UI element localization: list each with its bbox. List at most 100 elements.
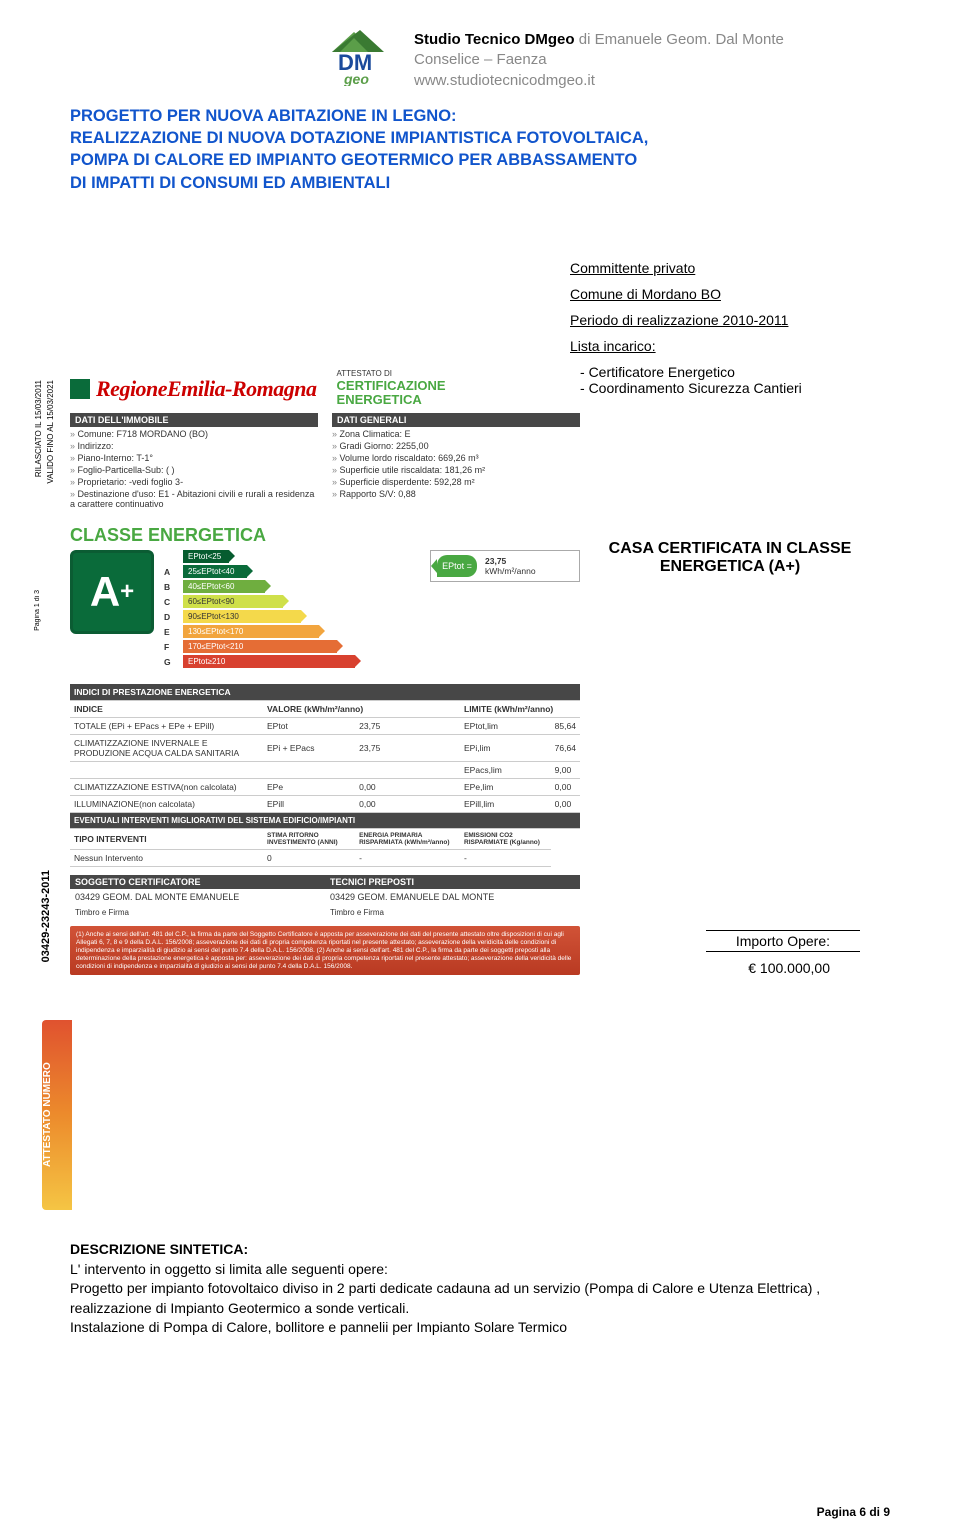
energy-class-row: D90≤EPtot<130 — [164, 610, 420, 623]
cell: 85,64 — [551, 718, 580, 735]
cell — [70, 762, 263, 779]
attestato-small: ATTESTATO DI — [337, 369, 392, 378]
tecnici-hdr: TECNICI PREPOSTI — [325, 875, 580, 889]
kv: Volume lordo riscaldato: 669,26 m³ — [332, 453, 580, 463]
side-valido: VALIDO FINO AL 15/03/2021 — [46, 380, 55, 484]
cell: 0 — [263, 850, 355, 867]
col: TIPO INTERVENTI — [70, 829, 263, 850]
class-arrows: EPtot<25 A 25≤EPtot<40 B 40≤EPtot<60 C 60≤EPto… — [164, 550, 420, 670]
kv: Superficie utile riscaldata: 181,26 m² — [332, 465, 580, 475]
cell: 0,00 — [355, 796, 460, 813]
col: EMISSIONI CO2 RISPARMIATE (Kg/anno) — [460, 829, 551, 850]
casa-certificata: CASA CERTIFICATA IN CLASSE ENERGETICA (A… — [580, 540, 880, 576]
energy-certificate: RILASCIATO IL 15/03/2011 VALIDO FINO AL … — [70, 370, 580, 975]
descr-line: Instalazione di Pompa di Calore, bollito… — [70, 1318, 890, 1338]
col: VALORE (kWh/m²/anno) — [263, 701, 460, 718]
cell: CLIMATIZZAZIONE ESTIVA(non calcolata) — [70, 779, 263, 796]
kv: Piano-Interno: T-1° — [70, 453, 318, 463]
energy-class-row: B 40≤EPtot<60 — [164, 580, 420, 593]
cell: EPi + EPacs — [263, 735, 355, 762]
title-line: DI IMPATTI DI CONSUMI ED AMBIENTALI — [70, 172, 890, 194]
cert-data-row: DATI DELL'IMMOBILE Comune: F718 MORDANO … — [70, 413, 580, 511]
kv: Superficie disperdente: 592,28 m² — [332, 477, 580, 487]
soggetto-hdr: SOGGETTO CERTIFICATORE — [70, 875, 325, 889]
dati-generali: DATI GENERALI Zona Climatica: E Gradi Gi… — [332, 413, 580, 511]
side-numero: 03429-23243-2011 — [40, 870, 52, 962]
kv: Rapporto S/V: 0,88 — [332, 489, 580, 499]
col: STIMA RITORNO INVESTIMENTO (ANNI) — [263, 829, 355, 850]
kv: Comune: F718 MORDANO (BO) — [70, 429, 318, 439]
cell: 0,00 — [551, 796, 580, 813]
cell: EPtot — [263, 718, 355, 735]
dati-immobile: DATI DELL'IMMOBILE Comune: F718 MORDANO … — [70, 413, 318, 511]
periodo: Periodo di realizzazione 2010-2011 — [570, 312, 880, 328]
soggetto-row: SOGGETTO CERTIFICATORE 03429 GEOM. DAL M… — [70, 875, 580, 920]
cell — [355, 762, 460, 779]
committente: Committente privato — [570, 260, 880, 276]
col: LIMITE (kWh/m²/anno) — [460, 701, 580, 718]
cell: TOTALE (EPi + EPacs + EPe + EPill) — [70, 718, 263, 735]
timbro: Timbro e Firma — [70, 905, 325, 920]
disclaimer: (1) Anche ai sensi dell'art. 481 del C.P… — [70, 926, 580, 975]
cell: ILLUMINAZIONE(non calcolata) — [70, 796, 263, 813]
class-arrow: 170≤EPtot<210 — [183, 640, 337, 653]
cell: EPill — [263, 796, 355, 813]
importo-opere: Importo Opere: € 100.000,00 — [630, 930, 860, 976]
cell: EPacs,lim — [460, 762, 551, 779]
class-letter: B — [164, 582, 178, 592]
ep-bubble: EPtot = — [437, 555, 477, 577]
attestato-big1: CERTIFICAZIONE — [337, 379, 446, 393]
class-arrow: 40≤EPtot<60 — [183, 580, 265, 593]
energy-class-row: E130≤EPtot<170 — [164, 625, 420, 638]
attestato-big2: ENERGETICA — [337, 393, 446, 407]
project-title: PROGETTO PER NUOVA ABITAZIONE IN LEGNO: … — [70, 105, 890, 194]
cell: 76,64 — [551, 735, 580, 762]
ep-num: 23,75 — [485, 556, 506, 566]
classe-energetica-hdr: CLASSE ENERGETICA — [70, 525, 580, 546]
cell: Nessun Intervento — [70, 850, 263, 867]
cell: EPill,lim — [460, 796, 551, 813]
kv: Destinazione d'uso: E1 - Abitazioni civi… — [70, 489, 318, 509]
energy-class-row: EPtot<25 — [164, 550, 420, 563]
company-location: Conselice – Faenza — [414, 50, 784, 70]
timbro: Timbro e Firma — [325, 905, 580, 920]
cell: 23,75 — [355, 735, 460, 762]
class-arrow: EPtot<25 — [183, 550, 229, 563]
kv: Proprietario: -vedi foglio 3- — [70, 477, 318, 487]
class-letter: G — [164, 657, 178, 667]
lista-incarico-label: Lista incarico: — [570, 338, 880, 354]
company-name-light: di Emanuele Geom. Dal Monte — [575, 31, 784, 48]
energy-class-row: F170≤EPtot<210 — [164, 640, 420, 653]
cell: CLIMATIZZAZIONE INVERNALE E PRODUZIONE A… — [70, 735, 263, 762]
section-hdr: DATI GENERALI — [332, 413, 580, 427]
cell: EPe,lim — [460, 779, 551, 796]
page-header: DM geo Studio Tecnico DMgeo di Emanuele … — [330, 30, 890, 91]
page-footer: Pagina 6 di 9 — [817, 1505, 890, 1519]
kv: Indirizzo: — [70, 441, 318, 451]
interventi-hdr: EVENTUALI INTERVENTI MIGLIORATIVI DEL SI… — [70, 813, 580, 829]
class-letter: C — [164, 597, 178, 607]
energy-class-row: C 60≤EPtot<90 — [164, 595, 420, 608]
col: INDICE — [70, 701, 263, 718]
classe-energetica: A+ EPtot<25 A 25≤EPtot<40 B 40≤EPtot<60 C 60≤E… — [70, 550, 580, 670]
rer-logo-icon — [70, 379, 90, 399]
aplus-badge: A+ — [70, 550, 154, 634]
cell: 23,75 — [355, 718, 460, 735]
casa-line: ENERGETICA (A+) — [580, 558, 880, 576]
class-letter: A — [164, 567, 178, 577]
kv: Foglio-Particella-Sub: ( ) — [70, 465, 318, 475]
class-arrow: 25≤EPtot<40 — [183, 565, 247, 578]
side-rilasciato: RILASCIATO IL 15/03/2011 — [34, 380, 43, 477]
attestato-numero-band: ATTESTATO NUMERO — [42, 1020, 72, 1210]
company-site: www.studiotecnicodmgeo.it — [414, 71, 784, 91]
company-logo: DM geo — [330, 30, 402, 86]
class-arrow: 60≤EPtot<90 — [183, 595, 283, 608]
class-arrow: EPtot≥210 — [183, 655, 355, 668]
company-info: Studio Tecnico DMgeo di Emanuele Geom. D… — [414, 30, 784, 91]
indici-hdr: INDICI DI PRESTAZIONE ENERGETICA — [70, 684, 580, 701]
list-item: Certificatore Energetico — [580, 364, 880, 380]
descr-line: Progetto per impianto fotovoltaico divis… — [70, 1279, 890, 1318]
cell: 0,00 — [355, 779, 460, 796]
section-hdr: DATI DELL'IMMOBILE — [70, 413, 318, 427]
company-name-bold: Studio Tecnico DMgeo — [414, 31, 575, 48]
